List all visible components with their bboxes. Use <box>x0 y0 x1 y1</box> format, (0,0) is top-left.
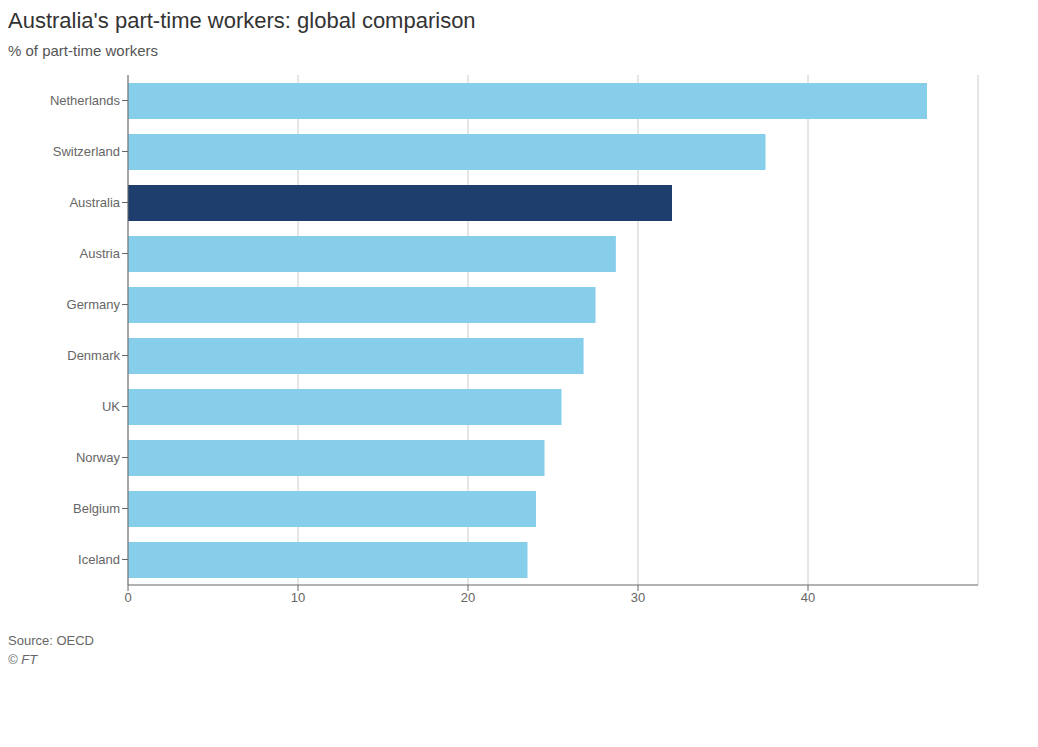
svg-text:Australia: Australia <box>69 195 120 210</box>
svg-text:Netherlands: Netherlands <box>50 93 121 108</box>
html-text:© FT: © FT <box>8 652 38 667</box>
html-text:% of part-time workers: % of part-time workers <box>8 42 158 59</box>
svg-text:Iceland: Iceland <box>78 552 120 567</box>
svg-text:Belgium: Belgium <box>73 501 120 516</box>
svg-text:40: 40 <box>801 590 815 605</box>
svg-text:20: 20 <box>461 590 475 605</box>
svg-text:30: 30 <box>631 590 645 605</box>
html-text:Source: OECD: Source: OECD <box>8 633 94 648</box>
svg-text:Denmark: Denmark <box>67 348 120 363</box>
svg-text:10: 10 <box>291 590 305 605</box>
svg-text:Switzerland: Switzerland <box>53 144 120 159</box>
svg-text:Norway: Norway <box>76 450 121 465</box>
svg-text:0: 0 <box>124 590 131 605</box>
svg-text:Germany: Germany <box>67 297 121 312</box>
html-text:Australia's part-time workers:: Australia's part-time workers: global co… <box>8 8 476 33</box>
svg-text:Austria: Austria <box>80 246 121 261</box>
svg-text:UK: UK <box>102 399 120 414</box>
